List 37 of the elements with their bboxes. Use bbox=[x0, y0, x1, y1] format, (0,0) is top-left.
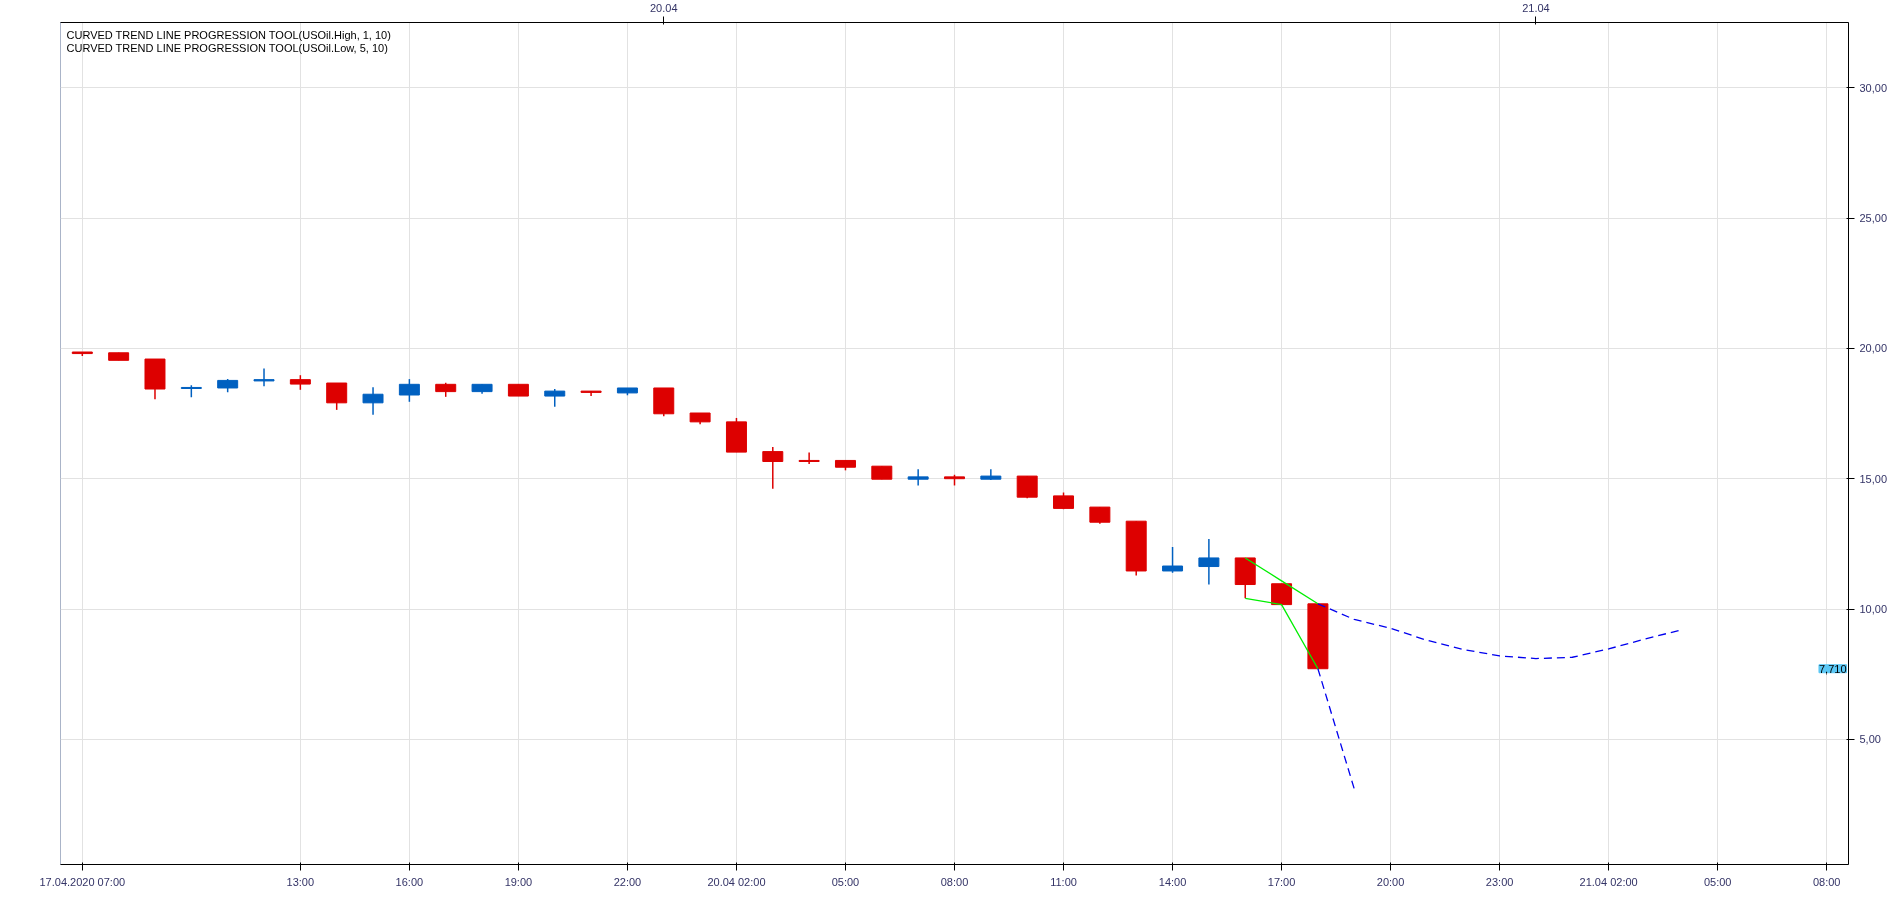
text: 21.04 bbox=[1522, 1, 1550, 14]
annotation: CURVED TREND LINE PROGRESSION TOOL(USOil.Low, 5, 10) bbox=[66, 41, 388, 54]
x-tick-label: 11:00 bbox=[1050, 875, 1077, 888]
x-tick-label: 22:00 bbox=[613, 875, 642, 888]
x-tick-label: 17:00 bbox=[1267, 875, 1296, 888]
x-tick-label: 20.04 02:00 bbox=[707, 875, 766, 888]
x-tick-label: 05:00 bbox=[1703, 875, 1732, 888]
candlestick bbox=[362, 386, 384, 416]
y-tick-label: 20,00 bbox=[1859, 342, 1888, 355]
y-tick-label: 25,00 bbox=[1859, 212, 1888, 225]
x-tick-label: 08:00 bbox=[940, 875, 969, 888]
annotation: 7,710 bbox=[1818, 662, 1847, 675]
candlestick bbox=[253, 367, 275, 387]
x-tick-label: 20:00 bbox=[1376, 875, 1405, 888]
x-tick-label: 23:00 bbox=[1485, 875, 1514, 888]
x-tick-label: 13:00 bbox=[286, 875, 315, 888]
y-tick-label: 30,00 bbox=[1859, 81, 1888, 94]
candlestick bbox=[398, 378, 420, 403]
annotation: CURVED TREND LINE PROGRESSION TOOL(USOil.High, 1, 10) bbox=[66, 28, 391, 41]
y-tick-label: 5,00 bbox=[1859, 733, 1881, 746]
candlestick bbox=[1198, 538, 1220, 586]
y-tick-label: 10,00 bbox=[1859, 603, 1888, 616]
x-tick-label: 17.04.2020 07:00 bbox=[39, 875, 126, 888]
x-tick-label: 14:00 bbox=[1158, 875, 1187, 888]
x-tick-label: 05:00 bbox=[831, 875, 860, 888]
candlestick bbox=[1162, 546, 1184, 574]
x-tick-label: 08:00 bbox=[1812, 875, 1841, 888]
candlestick bbox=[907, 468, 929, 487]
text: 20.04 bbox=[650, 1, 678, 14]
x-tick-label: 19:00 bbox=[504, 875, 533, 888]
y-tick-label: 15,00 bbox=[1859, 472, 1888, 485]
candlestick bbox=[798, 451, 820, 465]
line-series bbox=[1317, 603, 1682, 660]
x-tick-label: 16:00 bbox=[395, 875, 424, 888]
candlestick bbox=[326, 382, 348, 411]
candlestick bbox=[762, 446, 784, 490]
x-tick-label: 21.04 02:00 bbox=[1579, 875, 1638, 888]
